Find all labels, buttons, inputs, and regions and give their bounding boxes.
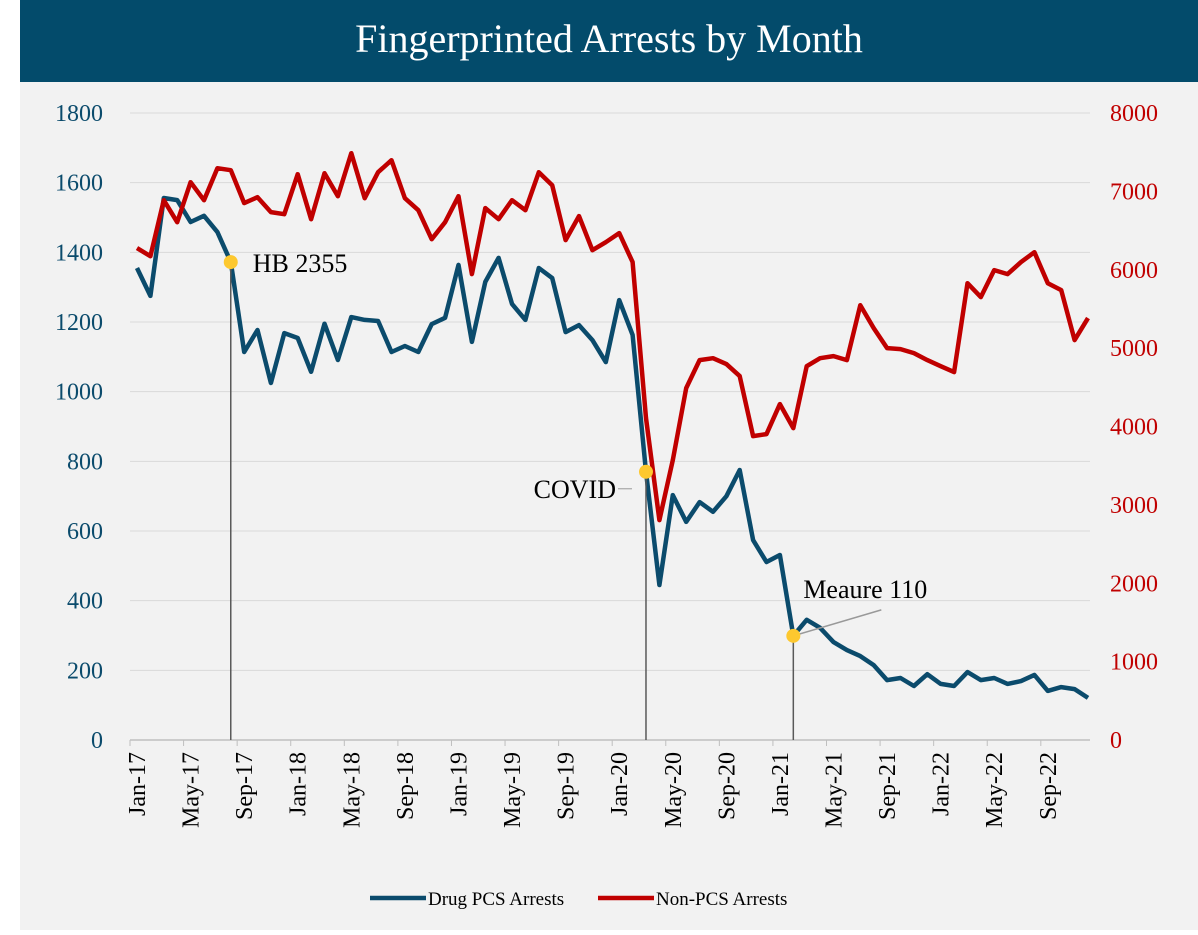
- x-tick-label: Jan-22: [929, 752, 955, 816]
- y2-tick-label: 2000: [1110, 571, 1158, 597]
- annotation-dot: [786, 628, 801, 643]
- x-tick-label: May-20: [661, 752, 687, 828]
- x-tick-label: May-18: [339, 752, 365, 828]
- x-tick-label: Jan-19: [446, 752, 472, 816]
- x-tick-label: May-17: [179, 752, 205, 828]
- y2-tick-label: 6000: [1110, 258, 1158, 284]
- series-line: [135, 150, 1090, 523]
- legend-label: Drug PCS Arrests: [428, 889, 564, 910]
- x-tick-label: May-21: [822, 752, 848, 828]
- x-tick-label: May-19: [500, 752, 526, 828]
- y2-tick-label: 1000: [1110, 650, 1158, 676]
- y2-tick-label: 5000: [1110, 336, 1158, 362]
- chart-title: Fingerprinted Arrests by Month: [355, 16, 863, 61]
- series-line: [134, 195, 1090, 700]
- x-tick-label: Sep-17: [232, 752, 258, 820]
- x-tick-label: Sep-20: [714, 752, 740, 820]
- x-tick-label: May-22: [982, 752, 1008, 828]
- y-tick-label: 1800: [55, 101, 103, 127]
- y2-tick-label: 7000: [1110, 179, 1158, 205]
- annotation-leader: [793, 609, 882, 637]
- legend-label: Non-PCS Arrests: [656, 889, 787, 910]
- annotation-label: HB 2355: [253, 249, 348, 278]
- y-tick-label: 600: [67, 519, 103, 545]
- panel: [20, 0, 1198, 930]
- title-bar: [20, 0, 1198, 82]
- y-tick-label: 1600: [55, 171, 103, 197]
- annotation-label: COVID: [534, 475, 616, 504]
- y2-tick-label: 4000: [1110, 415, 1158, 441]
- y2-tick-label: 8000: [1110, 101, 1158, 127]
- x-tick-label: Sep-22: [1036, 752, 1062, 820]
- x-tick-label: Sep-19: [554, 752, 580, 820]
- x-tick-label: Sep-18: [393, 752, 419, 820]
- x-tick-label: Sep-21: [875, 752, 901, 820]
- annotation-dot: [638, 464, 653, 479]
- y-tick-label: 800: [67, 449, 103, 475]
- y2-tick-label: 0: [1110, 728, 1122, 754]
- y-tick-label: 1400: [55, 240, 103, 266]
- x-tick-label: Jan-17: [125, 752, 151, 816]
- x-tick-label: Jan-20: [607, 752, 633, 816]
- x-tick-label: Jan-18: [286, 752, 312, 816]
- y-tick-label: 1000: [55, 380, 103, 406]
- y2-tick-label: 3000: [1110, 493, 1158, 519]
- y-tick-label: 400: [67, 589, 103, 615]
- annotation-dot: [223, 255, 238, 270]
- y-tick-label: 200: [67, 658, 103, 684]
- y-tick-label: 0: [91, 728, 103, 754]
- y-tick-label: 1200: [55, 310, 103, 336]
- annotation-label: Meaure 110: [803, 575, 927, 604]
- x-tick-label: Jan-21: [768, 752, 794, 816]
